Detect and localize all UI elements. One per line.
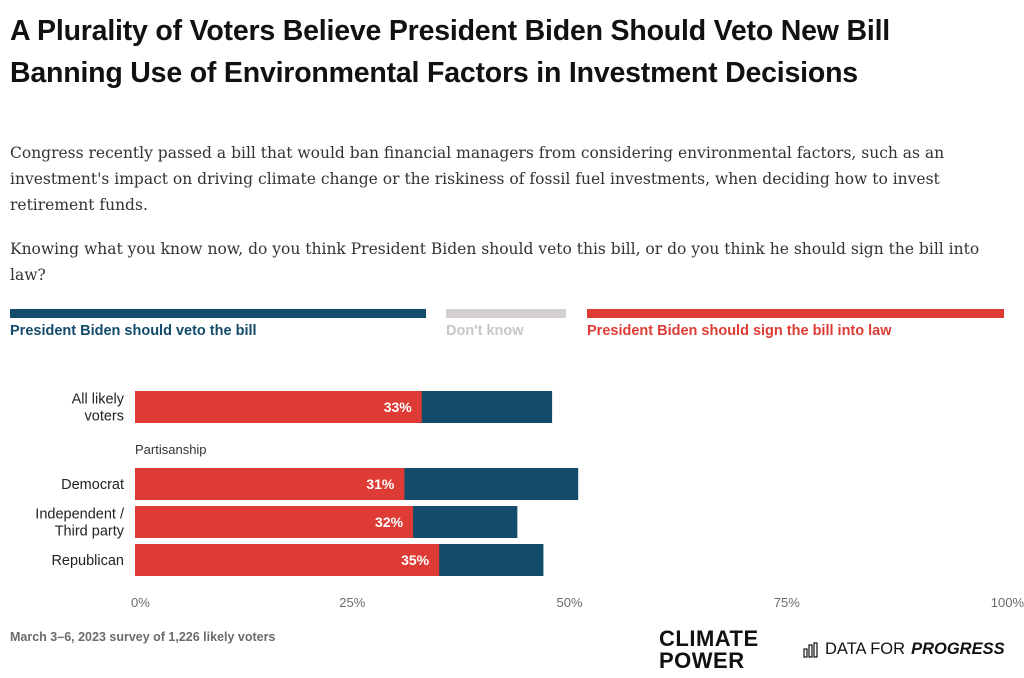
data-label: 35%: [401, 552, 430, 568]
category-label: Independent /: [35, 507, 125, 523]
data-label: 33%: [384, 399, 413, 415]
legend-swatch-veto: [10, 309, 426, 318]
legend-item-dont-know: Don't know: [446, 309, 566, 339]
x-tick-label: 25%: [339, 595, 365, 610]
bar-segment: [135, 468, 405, 500]
category-label: Republican: [51, 553, 124, 569]
data-label: 31%: [366, 476, 395, 492]
category-label: Democrat: [61, 477, 124, 493]
category-label: All likely: [72, 392, 125, 408]
legend-label-dont-know: Don't know: [446, 323, 524, 339]
bar-segment: [135, 506, 414, 538]
survey-footnote: March 3–6, 2023 survey of 1,226 likely v…: [10, 630, 276, 644]
chart-subtitle: Congress recently passed a bill that wou…: [10, 144, 945, 214]
stacked-bar-chart: 48%19%33%All likelyvoters51%18%31%Democr…: [35, 391, 1024, 610]
dfp-logo-strong-text: PROGRESS: [911, 640, 1005, 658]
legend-label-veto: President Biden should veto the bill: [10, 323, 257, 339]
bar-chart-icon: [803, 641, 818, 658]
climate-power-logo-line-1: CLIMATE: [659, 626, 759, 651]
legend-item-sign: President Biden should sign the bill int…: [587, 309, 1004, 339]
data-label: 32%: [375, 514, 404, 530]
x-tick-label: 50%: [556, 595, 582, 610]
dfp-logo-text: DATA FOR: [825, 640, 906, 658]
x-tick-label: 100%: [991, 595, 1024, 610]
category-label: Third party: [55, 524, 125, 540]
survey-question: Knowing what you know now, do you think …: [10, 240, 980, 284]
x-tick-label: 0%: [131, 595, 150, 610]
chart-title: A Plurality of Voters Believe President …: [10, 15, 890, 89]
group-label: Partisanship: [135, 442, 207, 457]
legend-label-sign: President Biden should sign the bill int…: [587, 323, 892, 339]
data-for-progress-logo: DATA FOR PROGRESS: [803, 640, 1005, 659]
bar-segment: [135, 544, 440, 576]
legend-item-veto: President Biden should veto the bill: [10, 309, 426, 339]
bar-segment: [135, 391, 422, 423]
legend-swatch-sign: [587, 309, 1004, 318]
climate-power-logo: CLIMATE POWER: [659, 628, 759, 672]
category-label: voters: [85, 409, 125, 425]
x-tick-label: 75%: [774, 595, 800, 610]
climate-power-logo-line-2: POWER: [659, 648, 745, 673]
legend-swatch-dont-know: [446, 309, 566, 318]
